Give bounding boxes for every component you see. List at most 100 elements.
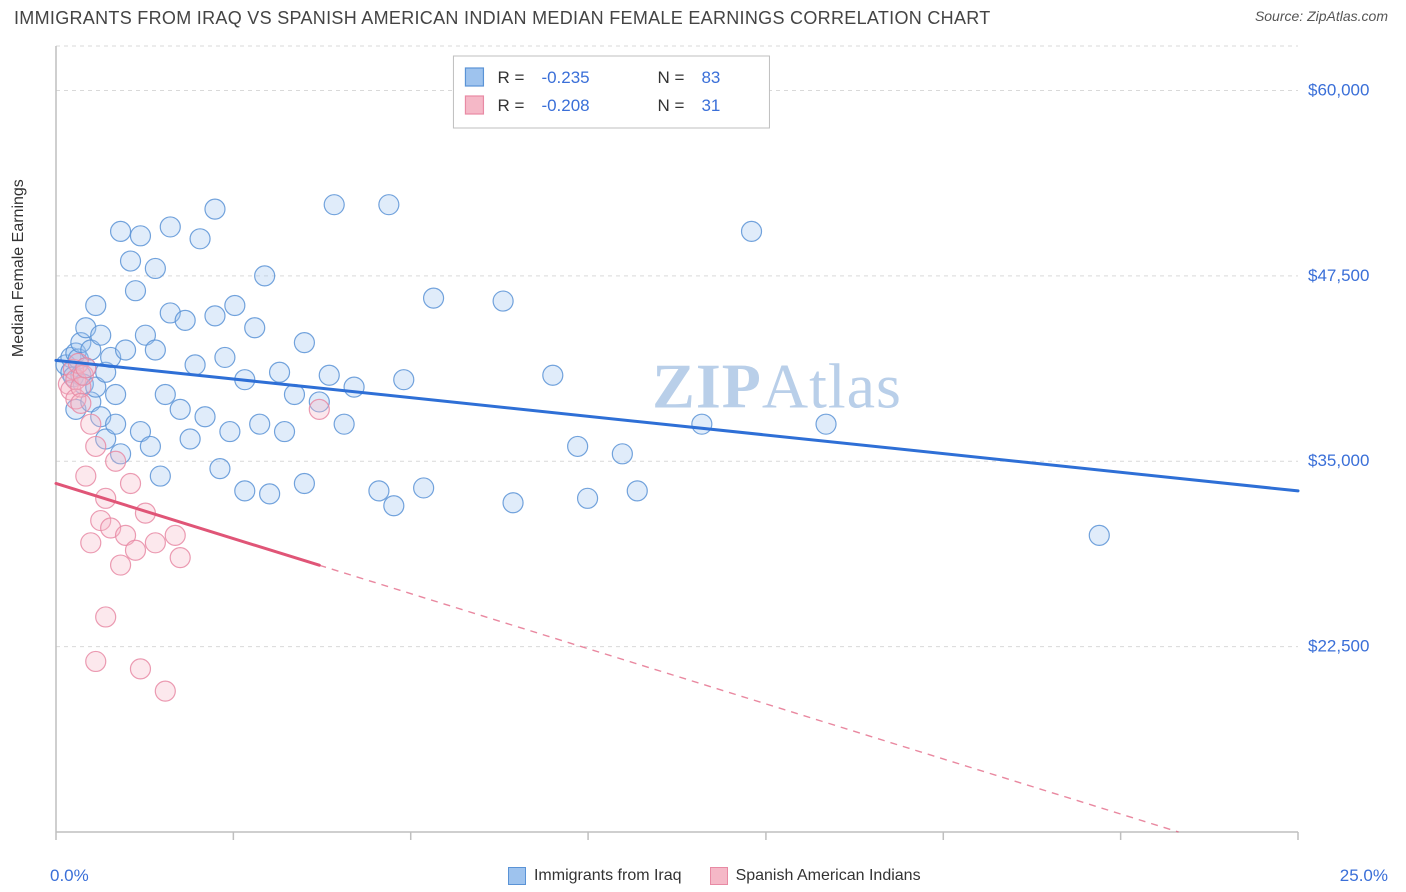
legend-item: Immigrants from Iraq bbox=[508, 867, 682, 885]
trend-line-extrapolated bbox=[319, 565, 1178, 832]
data-point bbox=[165, 525, 185, 545]
chart-header: IMMIGRANTS FROM IRAQ VS SPANISH AMERICAN… bbox=[0, 0, 1406, 33]
legend-label: Spanish American Indians bbox=[736, 867, 921, 885]
data-point bbox=[245, 318, 265, 338]
svg-text:83: 83 bbox=[701, 68, 720, 87]
data-point bbox=[185, 355, 205, 375]
chart-area: Median Female Earnings $22,500$35,000$47… bbox=[14, 40, 1388, 852]
data-point bbox=[175, 310, 195, 330]
data-point bbox=[309, 399, 329, 419]
data-point bbox=[205, 306, 225, 326]
data-point bbox=[742, 221, 762, 241]
y-tick-label: $35,000 bbox=[1308, 451, 1369, 470]
data-point bbox=[195, 407, 215, 427]
data-point bbox=[130, 226, 150, 246]
chart-title: IMMIGRANTS FROM IRAQ VS SPANISH AMERICAN… bbox=[14, 8, 991, 29]
data-point bbox=[111, 221, 131, 241]
data-point bbox=[180, 429, 200, 449]
data-point bbox=[210, 459, 230, 479]
data-point bbox=[145, 533, 165, 553]
data-point bbox=[190, 229, 210, 249]
scatter-plot-svg: $22,500 $35,000 $47,500 $60,000 ZIPAtlas R = … bbox=[50, 40, 1388, 852]
svg-text:-0.235: -0.235 bbox=[541, 68, 589, 87]
data-point bbox=[145, 258, 165, 278]
legend-swatch bbox=[508, 867, 526, 885]
data-point bbox=[424, 288, 444, 308]
svg-text:N =: N = bbox=[657, 68, 684, 87]
x-axis-min-label: 0.0% bbox=[50, 866, 89, 886]
data-point bbox=[121, 251, 141, 271]
data-point bbox=[116, 340, 136, 360]
svg-text:R =: R = bbox=[497, 96, 524, 115]
data-point bbox=[106, 385, 126, 405]
data-point bbox=[225, 296, 245, 316]
legend-label: Immigrants from Iraq bbox=[534, 867, 682, 885]
data-point bbox=[106, 451, 126, 471]
data-point bbox=[71, 393, 91, 413]
data-point bbox=[612, 444, 632, 464]
y-tick-label: $60,000 bbox=[1308, 80, 1369, 99]
series-legend: Immigrants from Iraq Spanish American Ind… bbox=[508, 867, 921, 885]
data-point bbox=[205, 199, 225, 219]
source-attribution: Source: ZipAtlas.com bbox=[1255, 8, 1388, 24]
y-axis-label: Median Female Earnings bbox=[10, 179, 28, 357]
data-point bbox=[155, 681, 175, 701]
x-axis-max-label: 25.0% bbox=[1340, 866, 1388, 886]
data-point bbox=[150, 466, 170, 486]
data-point bbox=[121, 473, 141, 493]
legend-item: Spanish American Indians bbox=[710, 867, 921, 885]
data-point bbox=[294, 473, 314, 493]
data-point bbox=[170, 548, 190, 568]
y-tick-label: $22,500 bbox=[1308, 637, 1369, 656]
data-point bbox=[816, 414, 836, 434]
data-point bbox=[130, 659, 150, 679]
data-point bbox=[493, 291, 513, 311]
data-point bbox=[379, 195, 399, 215]
data-point bbox=[125, 281, 145, 301]
data-point bbox=[324, 195, 344, 215]
data-point bbox=[692, 414, 712, 434]
bottom-legend-bar: 0.0% Immigrants from Iraq Spanish America… bbox=[0, 866, 1406, 886]
data-point bbox=[414, 478, 434, 498]
data-point bbox=[215, 347, 235, 367]
data-point bbox=[76, 466, 96, 486]
data-point bbox=[96, 607, 116, 627]
svg-text:-0.208: -0.208 bbox=[541, 96, 589, 115]
data-point bbox=[86, 436, 106, 456]
data-point bbox=[1089, 525, 1109, 545]
data-point bbox=[235, 481, 255, 501]
data-point bbox=[91, 325, 111, 345]
data-point bbox=[140, 436, 160, 456]
data-point bbox=[394, 370, 414, 390]
data-point bbox=[384, 496, 404, 516]
data-point bbox=[319, 365, 339, 385]
data-point bbox=[81, 533, 101, 553]
svg-text:31: 31 bbox=[701, 96, 720, 115]
data-point bbox=[568, 436, 588, 456]
svg-text:N =: N = bbox=[657, 96, 684, 115]
data-point bbox=[170, 399, 190, 419]
data-point bbox=[160, 217, 180, 237]
data-point bbox=[106, 414, 126, 434]
data-point bbox=[270, 362, 290, 382]
legend-swatch bbox=[710, 867, 728, 885]
watermark: ZIPAtlas bbox=[652, 351, 902, 422]
data-point bbox=[81, 414, 101, 434]
y-tick-label: $47,500 bbox=[1308, 266, 1369, 285]
svg-text:R =: R = bbox=[497, 68, 524, 87]
data-point bbox=[334, 414, 354, 434]
data-point bbox=[369, 481, 389, 501]
data-point bbox=[503, 493, 523, 513]
data-point bbox=[275, 422, 295, 442]
data-point bbox=[111, 555, 131, 575]
data-point bbox=[543, 365, 563, 385]
data-point bbox=[344, 377, 364, 397]
data-point bbox=[86, 651, 106, 671]
data-point bbox=[294, 333, 314, 353]
data-point bbox=[627, 481, 647, 501]
data-point bbox=[255, 266, 275, 286]
correlation-legend: R = -0.235 N = 83 R = -0.208 N = 31 bbox=[453, 56, 769, 128]
data-point bbox=[76, 358, 96, 378]
data-point bbox=[155, 385, 175, 405]
data-point bbox=[220, 422, 240, 442]
